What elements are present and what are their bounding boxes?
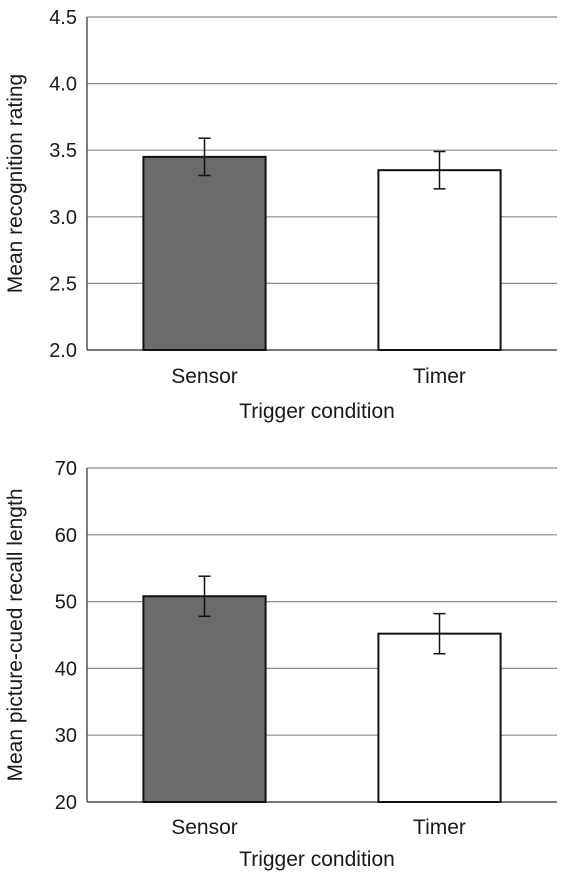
bar-sensor bbox=[143, 596, 265, 802]
y-tick-label: 50 bbox=[55, 592, 77, 614]
y-tick-label: 3.0 bbox=[49, 207, 77, 229]
x-tick-label: Timer bbox=[413, 365, 466, 388]
y-axis-title: Mean picture-cued recall length bbox=[4, 489, 27, 782]
y-tick-label: 40 bbox=[55, 658, 77, 680]
x-axis-title: Trigger condition bbox=[239, 400, 395, 423]
chart-recognition-rating: 2.0 2.5 3.0 3.5 4.0 4.5 Sensor Timer Trigger con… bbox=[4, 7, 557, 423]
bar-timer bbox=[378, 170, 500, 350]
x-tick-label: Sensor bbox=[171, 365, 238, 388]
x-tick-label: Timer bbox=[413, 816, 466, 839]
y-tick-label: 30 bbox=[55, 725, 77, 747]
chart-recall-length: 20 30 40 50 60 70 Sensor Timer Trigger condition… bbox=[4, 458, 557, 871]
bar-sensor bbox=[143, 157, 265, 350]
bar-timer bbox=[378, 634, 500, 802]
y-tick-label: 3.5 bbox=[49, 140, 77, 162]
y-tick-label: 4.5 bbox=[49, 7, 77, 29]
y-tick-label: 4.0 bbox=[49, 74, 77, 96]
y-axis-title: Mean recognition rating bbox=[4, 74, 27, 293]
y-tick-label: 70 bbox=[55, 458, 77, 480]
y-tick-label: 60 bbox=[55, 525, 77, 547]
x-axis-title: Trigger condition bbox=[239, 848, 395, 871]
x-tick-label: Sensor bbox=[171, 816, 238, 839]
y-tick-label: 2.5 bbox=[49, 273, 77, 295]
y-tick-label: 20 bbox=[55, 792, 77, 814]
y-tick-label: 2.0 bbox=[49, 340, 77, 362]
